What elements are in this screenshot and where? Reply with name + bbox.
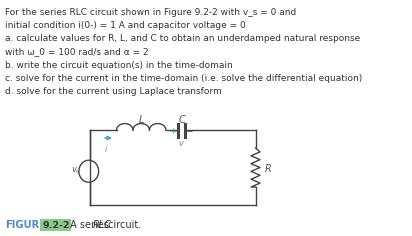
Text: b. write the circuit equation(s) in the time-domain: b. write the circuit equation(s) in the … [5, 61, 233, 70]
Text: $i$: $i$ [104, 143, 108, 154]
Text: c. solve for the current in the time-domain (i.e. solve the differential equatio: c. solve for the current in the time-dom… [5, 74, 363, 83]
Text: $C$: $C$ [178, 113, 186, 125]
Text: d. solve for the current using Laplace transform: d. solve for the current using Laplace t… [5, 87, 222, 96]
Text: A series: A series [67, 220, 112, 230]
Text: 9.2-2: 9.2-2 [42, 220, 70, 229]
Text: initial condition i(0-) = 1 A and capacitor voltage = 0: initial condition i(0-) = 1 A and capaci… [5, 21, 246, 30]
Text: +: + [169, 126, 177, 135]
Text: RLC: RLC [92, 220, 111, 230]
Text: For the series RLC circuit shown in Figure 9.2-2 with v_s = 0 and: For the series RLC circuit shown in Figu… [5, 8, 297, 17]
Text: $v$: $v$ [178, 139, 185, 148]
Text: $R$: $R$ [265, 161, 272, 173]
Text: $v_s$: $v_s$ [71, 166, 81, 177]
Text: FIGURE: FIGURE [5, 220, 47, 230]
Text: circuit.: circuit. [105, 220, 141, 230]
Text: −: − [185, 126, 193, 135]
Text: with ω_0 = 100 rad/s and α = 2: with ω_0 = 100 rad/s and α = 2 [5, 48, 149, 57]
Text: $L$: $L$ [138, 113, 145, 125]
Text: a. calculate values for R, L, and C to obtain an underdamped natural response: a. calculate values for R, L, and C to o… [5, 34, 360, 43]
